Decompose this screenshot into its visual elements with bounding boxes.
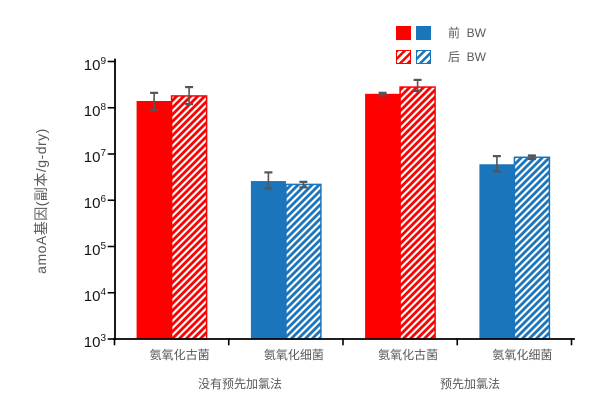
bar-s1-c1 xyxy=(285,183,322,340)
x-group-label-0: 没有预先加氯法 xyxy=(197,377,282,391)
axes xyxy=(107,58,575,346)
y-tick-label-1e7: 107 xyxy=(83,148,106,166)
legend-swatch-blue-solid-icon xyxy=(416,25,431,40)
y-tick-label-1e4: 104 xyxy=(83,286,106,305)
y-tick-label-1e8: 108 xyxy=(83,101,106,120)
legend-swatch-red-hatched-icon xyxy=(396,49,411,64)
x-category-label-0: 氨氧化古菌 xyxy=(149,348,210,362)
legend-swatch-blue-hatched-icon xyxy=(416,49,431,64)
error-bar-s0-c3 xyxy=(492,155,501,173)
y-tick-label-1e3: 103 xyxy=(83,333,106,351)
error-bar-s1-c2 xyxy=(413,78,422,93)
bar-s0-c2 xyxy=(365,93,401,339)
y-tick-label-1e9: 109 xyxy=(83,55,106,74)
bar-s1-c3 xyxy=(513,156,551,340)
legend-label-before: 前 BW xyxy=(448,26,486,40)
bar-s0-c0 xyxy=(136,100,172,339)
legend-label-after: 后 BW xyxy=(448,50,486,64)
error-bar-s0-c2 xyxy=(378,91,387,97)
bar-s0-c3 xyxy=(479,164,515,339)
legend-row-after: 后 BW xyxy=(396,49,486,64)
legend-swatch-red-solid-icon xyxy=(396,25,411,40)
x-group-label-1: 预先加氯法 xyxy=(439,377,500,391)
y-axis-title: amoA基因(副本/g-dry) xyxy=(33,128,49,274)
error-bar-s1-c1 xyxy=(299,180,308,189)
bar-s1-c2 xyxy=(399,86,436,340)
legend-row-before: 前 BW xyxy=(396,25,486,40)
error-bar-s1-c0 xyxy=(185,85,194,106)
y-tick-label-1e6: 106 xyxy=(83,194,106,213)
legend: 前 BW 后 BW xyxy=(396,25,486,73)
bar-s1-c0 xyxy=(170,95,208,340)
bar-s0-c1 xyxy=(250,181,286,339)
error-bar-s1-c3 xyxy=(527,154,536,161)
error-bar-s0-c0 xyxy=(150,91,159,111)
x-category-label-1: 氨氧化细菌 xyxy=(263,348,324,362)
x-category-label-3: 氨氧化细菌 xyxy=(492,348,553,362)
x-category-label-2: 氨氧化古菌 xyxy=(378,348,439,362)
y-tick-label-1e5: 105 xyxy=(83,240,106,259)
error-bar-s0-c1 xyxy=(264,171,273,190)
